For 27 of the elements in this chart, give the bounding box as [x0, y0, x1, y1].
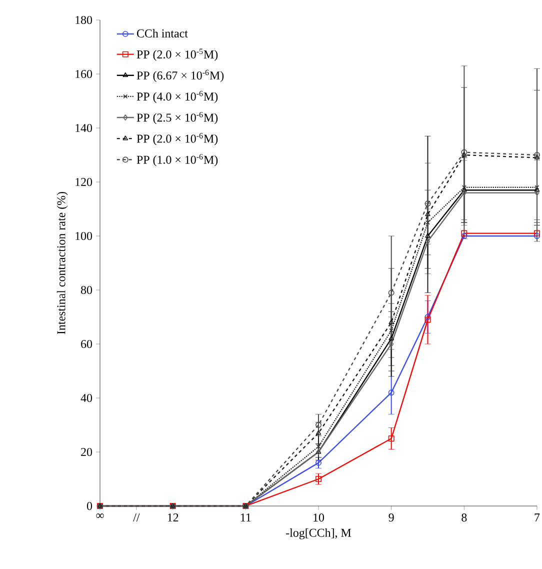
legend-label: PP (2.5 × 10$^{-6}$M): [136, 112, 218, 124]
y-tick-label: 120: [76, 178, 92, 186]
y-axis-title: Intestinal contraction rate (%): [56, 192, 68, 334]
x-tick-label: 10: [314, 514, 324, 522]
x-tick-label: //: [133, 514, 140, 522]
y-tick-label: 20: [81, 448, 92, 456]
legend-label: CCh intact: [136, 29, 188, 38]
y-tick-label: 0: [86, 502, 92, 510]
y-tick-label: 100: [76, 232, 92, 240]
legend-label: PP (6.67 × 10$^{-6}$M): [136, 70, 224, 82]
y-tick-label: 180: [76, 16, 92, 24]
x-tick-label: 12: [168, 514, 178, 522]
y-tick-label: 140: [76, 124, 92, 132]
y-tick-label: 80: [80, 286, 92, 294]
x-tick-label: ∞: [96, 514, 104, 518]
x-tick-label: 7: [534, 514, 540, 522]
legend-label: PP (2.0 × 10$^{-6}$M): [136, 133, 218, 146]
y-tick-label: 160: [76, 70, 92, 78]
legend-label: PP (2.0 × 10$^{-5}$M): [136, 48, 218, 61]
x-axis-title: -log[CCh], M: [286, 528, 352, 540]
x-tick-label: 9: [388, 514, 394, 522]
legend-label: PP (1.0 × 10$^{-6}$M): [136, 154, 218, 166]
y-tick-label: 40: [80, 394, 92, 402]
legend-label: PP (4.0 × 10$^{-6}$M): [136, 90, 218, 104]
y-tick-label: 60: [81, 340, 92, 348]
x-tick-label: 11: [240, 514, 251, 522]
x-tick-label: 8: [462, 514, 467, 522]
